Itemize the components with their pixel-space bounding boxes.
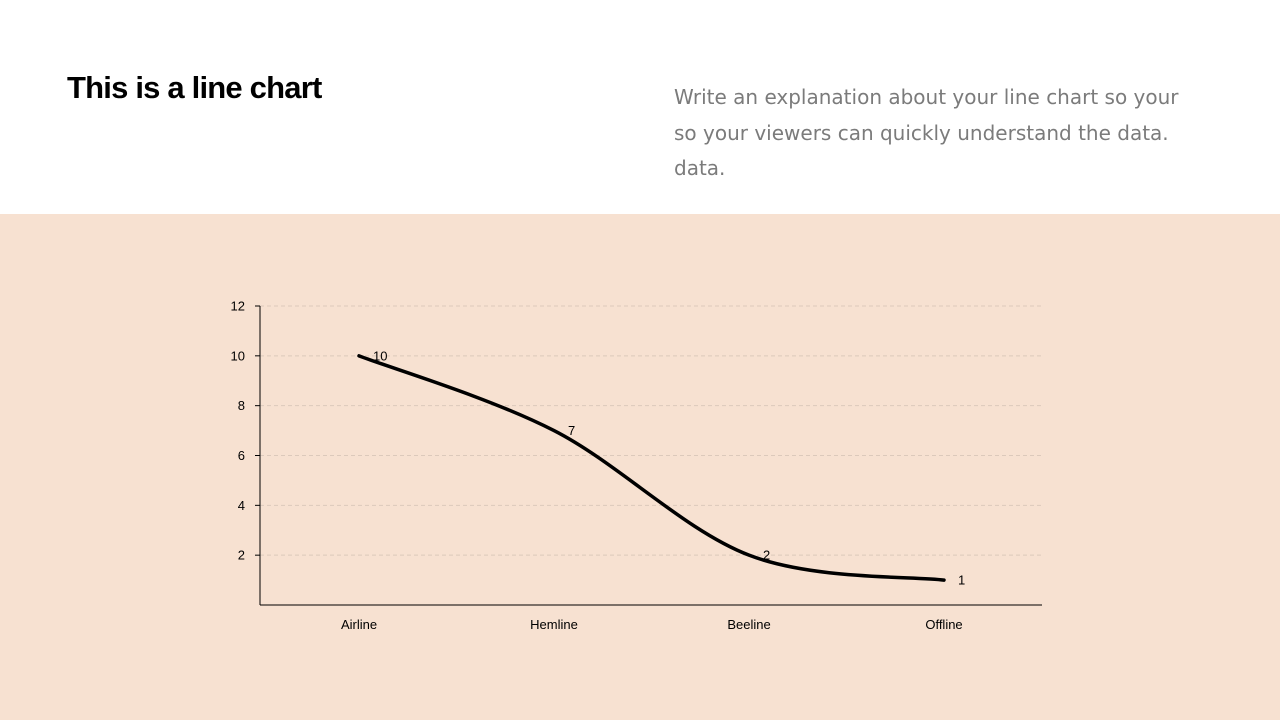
explanation-line-1: Write an explanation about your line cha…	[674, 85, 1179, 109]
data-label-airline: 10	[373, 348, 387, 363]
data-labels: 10 7 2 1	[373, 348, 965, 587]
data-label-hemline: 7	[568, 423, 575, 438]
series-line-0	[357, 354, 946, 582]
y-tick-label: 12	[231, 299, 245, 314]
y-axis-ticks: 2 4 6 8 10 12	[231, 299, 260, 563]
slide-header: This is a line chart Write an explanatio…	[0, 0, 1280, 214]
x-category-label: Beeline	[727, 617, 770, 632]
explanation-line-2: so your viewers can quickly understand t…	[674, 120, 1169, 145]
y-tick-label: 6	[238, 448, 245, 463]
slide-title: This is a line chart	[67, 70, 322, 105]
y-tick-label: 2	[238, 548, 245, 563]
chart-area: 2 4 6 8 10 12 Airline Hemline Beeline Offline 10…	[0, 214, 1280, 720]
x-category-label: Offline	[925, 617, 962, 632]
data-label-beeline: 2	[763, 548, 770, 563]
x-category-label: Hemline	[530, 617, 578, 632]
x-axis-labels: Airline Hemline Beeline Offline	[341, 617, 963, 632]
chart-explanation: Write an explanation about your line cha…	[674, 80, 1214, 187]
x-category-label: Airline	[341, 617, 377, 632]
chart-series	[357, 354, 946, 582]
explanation-line-3: data.	[674, 156, 726, 180]
data-label-offline: 1	[958, 573, 965, 588]
y-tick-label: 4	[238, 498, 245, 513]
y-tick-label: 8	[238, 398, 245, 413]
chart-gridlines	[260, 305, 1042, 556]
y-tick-label: 10	[231, 348, 245, 363]
